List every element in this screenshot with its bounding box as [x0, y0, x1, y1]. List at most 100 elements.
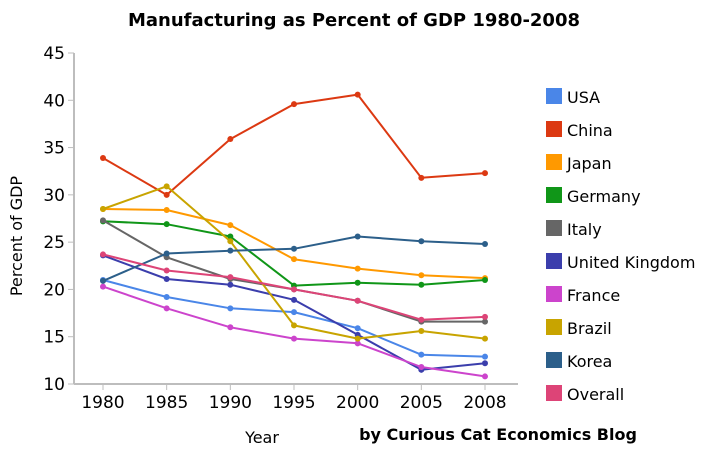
- data-point-italy: [482, 318, 488, 325]
- data-point-france: [163, 305, 170, 312]
- legend-swatch-germany: [546, 187, 562, 203]
- y-tick-label: 40: [43, 91, 65, 111]
- data-point-overall: [418, 316, 425, 323]
- data-point-korea: [482, 241, 488, 248]
- legend-label-united-kingdom: United Kingdom: [567, 253, 695, 272]
- data-point-brazil: [291, 322, 297, 329]
- y-axis-label: Percent of GDP: [7, 176, 26, 297]
- data-point-china: [354, 91, 361, 98]
- y-tick-label: 20: [43, 280, 65, 300]
- x-tick-label: 2008: [463, 393, 506, 413]
- axes: [73, 53, 518, 385]
- data-point-korea: [100, 277, 106, 284]
- data-point-china: [482, 170, 488, 177]
- legend-label-brazil: Brazil: [567, 319, 612, 338]
- y-tick-label: 45: [43, 44, 65, 64]
- legend-swatch-korea: [546, 352, 562, 368]
- x-tick-label: 1990: [209, 393, 252, 413]
- legend-label-overall: Overall: [567, 385, 624, 404]
- data-point-korea: [291, 245, 297, 252]
- data-point-china: [100, 154, 106, 161]
- data-point-brazil: [354, 335, 361, 342]
- legend-label-china: China: [567, 121, 613, 140]
- x-tick-label: 1995: [272, 393, 315, 413]
- data-point-germany: [163, 221, 170, 228]
- x-tick-label: 2000: [336, 393, 379, 413]
- y-tick-label: 25: [43, 233, 65, 253]
- x-ticks: 1980 1985 1990 1995 2000 2005 2008: [81, 384, 507, 413]
- x-axis-label: Year: [244, 428, 279, 447]
- legend-swatch-japan: [546, 154, 562, 170]
- series-line-china: [102, 93, 486, 196]
- legend-swatch-usa: [546, 88, 562, 104]
- legend-swatch-overall: [546, 385, 562, 401]
- data-point-united-kingdom: [227, 281, 234, 288]
- data-point-brazil: [227, 238, 234, 245]
- legend-swatch-united-kingdom: [546, 253, 562, 269]
- legend-swatch-brazil: [546, 319, 562, 335]
- chart-title: Manufacturing as Percent of GDP 1980-200…: [128, 10, 580, 31]
- x-tick-label: 1980: [81, 393, 124, 413]
- data-point-united-kingdom: [482, 360, 488, 367]
- legend-label-usa: USA: [567, 88, 600, 107]
- data-point-usa: [291, 309, 297, 316]
- y-tick-label: 15: [43, 328, 65, 348]
- data-point-usa: [354, 325, 361, 332]
- legend-label-korea: Korea: [567, 352, 612, 371]
- series-line-japan: [102, 208, 486, 280]
- data-point-france: [418, 363, 425, 370]
- data-point-united-kingdom: [291, 296, 297, 303]
- legend: USA China Japan Germany Italy United Kingdom F…: [546, 88, 695, 404]
- data-point-usa: [482, 353, 488, 360]
- data-point-germany: [482, 276, 488, 283]
- data-point-france: [291, 335, 297, 342]
- legend-label-germany: Germany: [567, 187, 641, 206]
- legend-label-france: France: [567, 286, 620, 305]
- data-point-overall: [227, 274, 234, 281]
- legend-swatch-italy: [546, 220, 562, 236]
- legend-label-japan: Japan: [566, 154, 612, 173]
- data-point-brazil: [418, 328, 425, 335]
- legend-label-italy: Italy: [567, 220, 602, 239]
- data-point-france: [354, 340, 361, 347]
- data-point-japan: [418, 272, 425, 279]
- data-point-germany: [354, 279, 361, 286]
- data-point-overall: [163, 267, 170, 274]
- data-point-usa: [163, 293, 170, 300]
- data-point-usa: [418, 351, 425, 358]
- data-point-germany: [227, 233, 234, 240]
- data-point-japan: [227, 222, 234, 229]
- y-tick-label: 30: [43, 186, 65, 206]
- credit-text: by Curious Cat Economics Blog: [359, 425, 637, 444]
- data-point-overall: [291, 286, 297, 293]
- data-point-korea: [163, 250, 170, 257]
- data-point-france: [227, 324, 234, 331]
- data-point-china: [227, 136, 234, 143]
- data-point-brazil: [163, 183, 170, 190]
- data-point-brazil: [100, 206, 106, 213]
- data-point-overall: [100, 251, 106, 258]
- data-point-brazil: [482, 335, 488, 342]
- data-point-china: [291, 101, 297, 108]
- data-point-china: [418, 174, 425, 181]
- legend-swatch-china: [546, 121, 562, 137]
- data-point-usa: [227, 305, 234, 312]
- legend-swatch-france: [546, 286, 562, 302]
- y-tick-label: 10: [43, 375, 65, 395]
- series-layer: [100, 91, 488, 380]
- data-point-overall: [354, 297, 361, 304]
- y-tick-label: 35: [43, 139, 65, 159]
- data-point-china: [163, 191, 170, 198]
- data-point-italy: [100, 217, 106, 224]
- data-point-overall: [482, 313, 488, 320]
- data-point-korea: [227, 247, 234, 254]
- data-point-germany: [418, 281, 425, 288]
- data-point-france: [100, 283, 106, 290]
- x-tick-label: 2005: [400, 393, 443, 413]
- y-ticks: 10 15 20 25 30 35 40 45: [43, 44, 74, 395]
- data-point-korea: [354, 233, 361, 240]
- data-point-japan: [163, 206, 170, 213]
- data-point-korea: [418, 238, 425, 245]
- data-point-japan: [354, 265, 361, 272]
